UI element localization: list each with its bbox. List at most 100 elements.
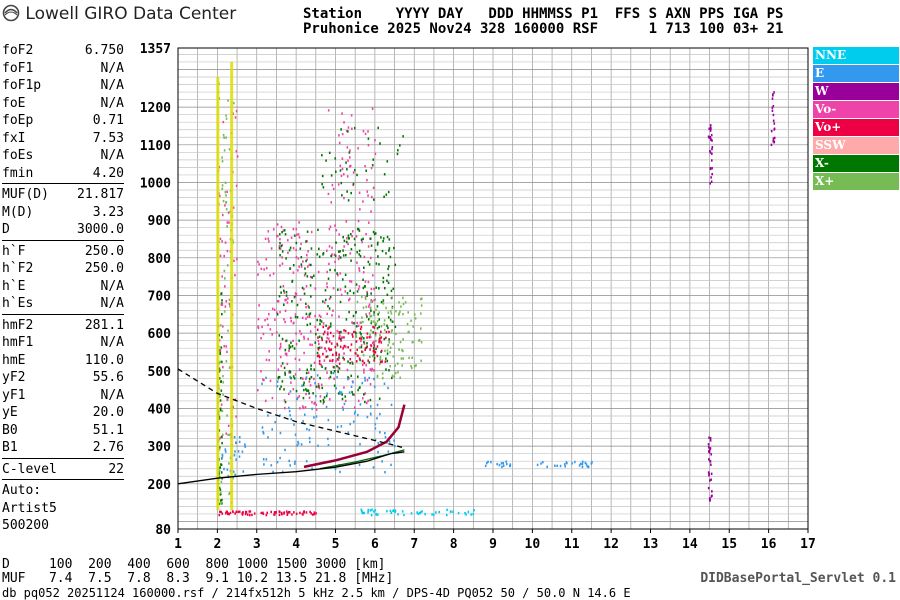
echo-point <box>345 220 348 223</box>
echo-point <box>226 414 228 417</box>
echo-point <box>772 94 774 97</box>
echo-point <box>356 300 359 304</box>
echo-point <box>401 510 404 513</box>
echo-point <box>293 511 295 514</box>
echo-point <box>352 314 355 318</box>
echo-point <box>281 362 284 365</box>
echo-point <box>358 191 361 194</box>
echo-point <box>296 233 298 237</box>
echo-point <box>372 230 375 234</box>
echo-point <box>496 462 498 466</box>
echo-point <box>431 513 433 516</box>
echo-point <box>306 323 309 327</box>
echo-point <box>585 463 588 466</box>
echo-point <box>375 322 378 326</box>
echo-point <box>218 417 221 420</box>
x-tick-label: 5 <box>332 537 340 552</box>
echo-point <box>377 450 379 454</box>
echo-point <box>389 309 392 313</box>
param-label: MUF(D) <box>2 187 49 202</box>
echo-point <box>218 502 221 505</box>
echo-point <box>295 332 297 335</box>
echo-point <box>227 424 230 428</box>
echo-point <box>233 101 235 105</box>
param-value: 6.750 <box>84 43 124 58</box>
echo-point <box>350 114 353 117</box>
echo-point <box>311 407 313 411</box>
echo-point <box>375 262 378 265</box>
echo-point <box>367 194 369 197</box>
echo-point <box>505 462 508 466</box>
echo-point <box>710 472 713 476</box>
echo-point <box>349 233 352 236</box>
echo-point <box>361 350 364 354</box>
echo-point <box>363 255 366 259</box>
echo-point <box>394 263 397 267</box>
echo-point <box>369 348 371 351</box>
echo-point <box>370 513 373 517</box>
echo-point <box>413 364 416 368</box>
echo-point <box>305 511 308 514</box>
echo-point <box>328 262 330 266</box>
echo-point <box>357 147 359 150</box>
echo-point <box>356 290 359 293</box>
echo-point <box>376 345 379 348</box>
echo-point <box>374 332 377 335</box>
param-divider <box>2 239 124 241</box>
echo-point <box>385 193 388 196</box>
y-tick-label: 400 <box>148 402 172 417</box>
echo-point <box>378 338 380 341</box>
echo-point <box>709 149 711 153</box>
echo-point <box>381 249 384 253</box>
echo-point <box>484 464 487 468</box>
echo-point <box>371 354 374 358</box>
echo-point <box>410 319 412 322</box>
echo-point <box>278 295 281 298</box>
echo-point <box>341 336 344 339</box>
echo-point <box>319 376 321 380</box>
echo-point <box>270 247 273 250</box>
echo-point <box>313 377 315 381</box>
echo-point <box>376 354 379 358</box>
echo-point <box>242 470 245 473</box>
echo-point <box>355 283 358 286</box>
echo-point <box>283 399 286 402</box>
echo-point <box>366 342 368 345</box>
echo-point <box>305 259 307 263</box>
echo-point <box>359 331 362 334</box>
echo-point <box>276 460 279 464</box>
echo-point <box>319 322 321 326</box>
param-label: hmF2 <box>2 317 34 333</box>
echo-point <box>343 352 345 355</box>
echo-point <box>257 325 259 328</box>
echo-point <box>281 380 284 383</box>
echo-point <box>373 326 376 329</box>
echo-point <box>325 340 328 343</box>
echo-point <box>285 510 288 513</box>
param-row: fxI 7.53 <box>2 130 124 148</box>
echo-point <box>388 249 390 252</box>
echo-point <box>370 256 372 260</box>
echo-point <box>310 367 312 371</box>
echo-point <box>281 230 283 234</box>
echo-point <box>339 345 342 348</box>
echo-point <box>346 168 348 171</box>
echo-point <box>290 381 292 384</box>
echo-point <box>370 369 373 372</box>
echo-point <box>238 510 241 513</box>
echo-point <box>244 445 247 448</box>
echo-point <box>374 438 377 442</box>
echo-point <box>238 436 241 439</box>
echo-point <box>277 368 280 371</box>
echo-point <box>321 365 323 368</box>
echo-point <box>290 341 292 344</box>
echo-point <box>305 392 307 396</box>
echo-point <box>389 318 392 322</box>
echo-point <box>402 312 404 316</box>
lowell-logo-icon <box>2 4 20 22</box>
echo-point <box>221 453 224 457</box>
echo-point <box>382 302 385 305</box>
echo-point <box>383 319 386 322</box>
echo-point <box>401 364 404 367</box>
echo-point <box>225 194 227 197</box>
